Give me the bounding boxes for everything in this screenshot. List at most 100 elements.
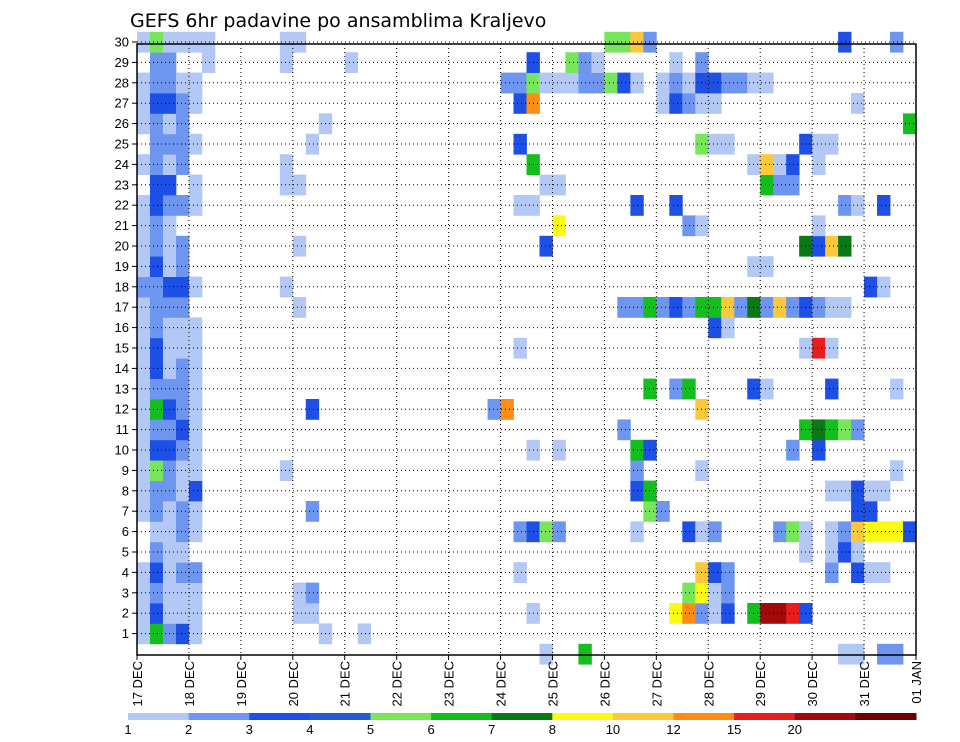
x-tick-label: 26 DEC [597,661,612,707]
heatmap-cell [812,235,826,257]
heatmap-cell [137,72,151,94]
heatmap-cell [825,419,839,441]
heatmap-cell [825,521,839,543]
heatmap-cell [175,501,190,522]
heatmap-cell [149,623,164,645]
heatmap-cell [773,521,787,543]
heatmap-cell [721,133,735,155]
heatmap-cell [149,52,164,73]
heatmap-cell [149,562,164,583]
y-tick-label: 5 [122,545,129,560]
heatmap-cell [149,378,164,400]
heatmap-cell [149,317,164,339]
heatmap-cell [188,378,203,400]
heatmap-cell [708,521,722,543]
colorbar-label: 4 [306,722,313,737]
x-tick-label: 18 DEC [182,661,197,707]
heatmap-cell [838,235,852,257]
heatmap-cell [188,133,203,155]
heatmap-cell [175,317,190,339]
heatmap-cell [175,378,190,400]
heatmap-cell [175,603,190,624]
heatmap-cell [149,276,164,298]
heatmap-cell [175,521,190,543]
heatmap-cell [877,562,891,583]
heatmap-cell [617,72,631,94]
heatmap-cell [175,31,190,53]
heatmap-cell [656,501,670,522]
heatmap-cell [149,256,164,277]
heatmap-cell [149,235,164,257]
heatmap-cell [175,235,190,257]
heatmap-cell [552,521,566,543]
y-tick-label: 15 [115,341,129,356]
heatmap-cell [149,541,164,563]
colorbar-segment [734,713,796,720]
y-tick-label: 13 [115,381,129,396]
heatmap-cell [838,480,852,502]
colorbar-segment [552,713,614,720]
heatmap-cell [305,133,320,155]
heatmap-cell [643,439,657,461]
heatmap-cell [708,317,722,339]
heatmap-cell [825,337,839,359]
plot-frame [136,43,917,656]
y-tick-label: 7 [122,504,129,519]
y-tick-label: 24 [115,157,129,172]
heatmap-cell [188,439,203,461]
heatmap-cell [552,439,566,461]
heatmap-cell [149,297,164,318]
x-tick-label: 21 DEC [338,661,353,707]
heatmap-cell [617,31,631,53]
heatmap-cell [188,501,203,522]
heatmap-cell [721,72,735,94]
heatmap-cell [137,603,151,624]
heatmap-cell [149,154,164,175]
heatmap-cell [175,133,190,155]
heatmap-cell [137,235,151,257]
heatmap-cell [877,276,891,298]
heatmap-cell [851,643,865,665]
heatmap-cell [838,31,852,53]
heatmap-cell [864,521,878,543]
heatmap-cell [305,399,320,420]
heatmap-cell [708,297,722,318]
heatmap-cell [137,623,151,645]
y-tick-label: 30 [115,35,129,50]
heatmap-cell [708,133,722,155]
heatmap-cell [812,297,826,318]
heatmap-cell [292,603,307,624]
heatmap-cell [201,52,216,73]
heatmap-cell [591,72,605,94]
heatmap-cell [890,521,904,543]
heatmap-cell [149,501,164,522]
heatmap-cell [513,93,527,114]
heatmap-cell [188,195,203,216]
y-tick-label: 11 [116,422,130,437]
heatmap-cell [721,603,735,624]
heatmap-cell [137,195,151,216]
heatmap-cell [864,501,878,522]
heatmap-cell [656,72,670,94]
heatmap-cell [890,378,904,400]
heatmap-cell [617,419,631,441]
heatmap-cell [137,276,151,298]
heatmap-cells [137,31,917,665]
heatmap-cell [838,521,852,543]
heatmap-cell [838,195,852,216]
colorbar-segment [249,713,311,720]
heatmap-cell [175,195,190,216]
heatmap-cell [500,399,514,420]
colorbar-label: 5 [367,722,374,737]
heatmap-cell [188,562,203,583]
heatmap-cell [760,72,774,94]
heatmap-cell [201,31,216,53]
heatmap-cell [137,562,151,583]
heatmap-cell [188,317,203,339]
heatmap-cell [760,174,774,196]
heatmap-cell [604,31,618,53]
heatmap-cell [877,480,891,502]
colorbar-segment [794,713,856,720]
heatmap-cell [825,480,839,502]
heatmap-cell [188,174,203,196]
